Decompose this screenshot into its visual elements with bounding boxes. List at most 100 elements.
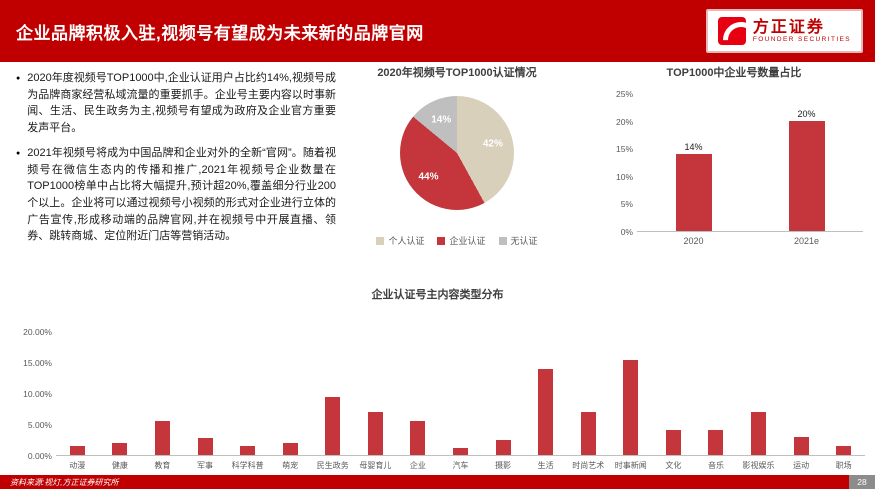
legend-label: 个人认证 bbox=[388, 236, 425, 246]
category-label: 企业 bbox=[409, 461, 426, 470]
content-type-chart-title: 企业认证号主内容类型分布 bbox=[371, 289, 504, 301]
category-label: 2021e bbox=[793, 236, 820, 246]
bar-value-label: 20% bbox=[797, 109, 816, 120]
bullet-item: ● 2020年度视频号TOP1000中,企业认证用户占比约14%,视频号成为品牌… bbox=[16, 70, 336, 137]
bullet-list: ● 2020年度视频号TOP1000中,企业认证用户占比约14%,视频号成为品牌… bbox=[16, 70, 336, 253]
bar bbox=[580, 411, 596, 455]
header-bar: 企业品牌积极入驻,视频号有望成为未来新的品牌官网 方正证券 FOUNDER SE… bbox=[0, 0, 875, 62]
legend-label: 企业认证 bbox=[449, 236, 486, 246]
category-label: 职场 bbox=[835, 461, 852, 470]
bar bbox=[452, 447, 468, 455]
bar-column bbox=[354, 332, 397, 455]
bar-column bbox=[184, 332, 227, 455]
bar bbox=[495, 440, 511, 455]
category-label: 教育 bbox=[154, 461, 171, 470]
bar bbox=[665, 430, 681, 455]
legend-swatch-icon bbox=[498, 236, 507, 245]
bar bbox=[675, 154, 712, 231]
bar-chart: 25% 20% 15% 10% 5% 0% 14% 20% bbox=[605, 89, 863, 237]
x-axis-labels: 动漫 健康 教育 军事 科学科普 萌宠 民生政务 母婴育儿 企业 汽车 摄影 生活 时尚艺术 时事新闻 文化… bbox=[56, 460, 865, 471]
bullet-text: 2021年视频号将成为中国品牌和企业对外的全新“官网”。随着视频号在微信生态内的… bbox=[27, 146, 336, 243]
page-number: 28 bbox=[849, 475, 875, 489]
category-label: 科学科普 bbox=[231, 461, 264, 470]
bar bbox=[836, 446, 852, 455]
bar-column bbox=[822, 332, 865, 455]
y-tick-label: 5.00% bbox=[27, 420, 52, 430]
category-label: 摄影 bbox=[495, 461, 512, 470]
y-tick-label: 20.00% bbox=[23, 327, 52, 337]
y-tick-label: 0.00% bbox=[27, 451, 52, 461]
pie-slice-label: 44% bbox=[418, 171, 439, 183]
bar-column bbox=[311, 332, 354, 455]
pie-slice-label: 14% bbox=[431, 114, 452, 126]
founder-logo-icon bbox=[717, 17, 746, 45]
bar-column bbox=[397, 332, 440, 455]
bar-column bbox=[652, 332, 695, 455]
footer-bar: 资料来源:视灯,方正证券研究所 28 bbox=[0, 475, 875, 489]
bar-column bbox=[610, 332, 653, 455]
bullet-dot-icon: ● bbox=[16, 149, 21, 157]
bar bbox=[708, 430, 724, 455]
bullet-text: 2020年度视频号TOP1000中,企业认证用户占比约14%,视频号成为品牌商家… bbox=[27, 72, 336, 135]
category-label: 音乐 bbox=[707, 461, 724, 470]
category-label: 2020 bbox=[683, 236, 704, 246]
category-label: 军事 bbox=[197, 461, 214, 470]
founder-securities-logo: 方正证券 FOUNDER SECURITIES bbox=[705, 9, 863, 53]
y-axis: 25% 20% 15% 10% 5% 0% bbox=[605, 89, 637, 237]
category-label: 时尚艺术 bbox=[572, 461, 605, 470]
certification-pie-chart: 42% 44% 14% bbox=[400, 96, 514, 210]
bar bbox=[623, 359, 639, 455]
legend-swatch-icon bbox=[437, 236, 446, 245]
bullet-dot-icon: ● bbox=[16, 75, 21, 82]
bar bbox=[325, 396, 341, 455]
bar-column bbox=[141, 332, 184, 455]
y-tick-label: 20% bbox=[615, 116, 633, 127]
x-axis-labels: 2020 2021e bbox=[637, 236, 863, 246]
category-label: 汽车 bbox=[452, 461, 469, 470]
category-label: 时事新闻 bbox=[614, 461, 647, 470]
bar-column bbox=[226, 332, 269, 455]
y-axis: 20.00% 15.00% 10.00% 5.00% 0.00% bbox=[10, 327, 56, 461]
category-label: 母婴育儿 bbox=[359, 461, 392, 470]
category-label: 生活 bbox=[537, 461, 554, 470]
bar-value-label: 14% bbox=[684, 142, 703, 153]
logo-text: 方正证券 FOUNDER SECURITIES bbox=[753, 19, 851, 44]
category-label: 健康 bbox=[111, 461, 128, 470]
bar-column bbox=[56, 332, 99, 455]
plot-area bbox=[56, 332, 865, 456]
bullet-item: ● 2021年视频号将成为中国品牌和企业对外的全新“官网”。随着视频号在微信生态… bbox=[16, 145, 336, 245]
bar bbox=[112, 442, 128, 455]
logo-cn-name: 方正证券 bbox=[752, 18, 825, 36]
legend-item: 企业认证 bbox=[437, 234, 486, 247]
category-label: 文化 bbox=[665, 461, 682, 470]
legend-swatch-icon bbox=[376, 236, 385, 245]
bar-column bbox=[567, 332, 610, 455]
y-tick-label: 5% bbox=[620, 199, 633, 210]
pie-chart-section: 2020年视频号TOP1000认证情况 42% 44% 14% 个人认证 企业认证 无认… bbox=[342, 64, 572, 247]
bar bbox=[367, 411, 383, 455]
bar-chart-title: TOP1000中企业号数量占比 bbox=[666, 67, 802, 79]
bar bbox=[410, 421, 426, 455]
bar bbox=[154, 421, 170, 455]
bar-column bbox=[269, 332, 312, 455]
bar bbox=[788, 121, 825, 231]
pie-legend: 个人认证 企业认证 无认证 bbox=[342, 234, 572, 247]
bar-column bbox=[737, 332, 780, 455]
legend-label: 无认证 bbox=[510, 236, 538, 246]
bar bbox=[282, 442, 298, 455]
y-tick-label: 10% bbox=[615, 171, 633, 182]
bar-column bbox=[524, 332, 567, 455]
page-title: 企业品牌积极入驻,视频号有望成为未来新的品牌官网 bbox=[16, 23, 424, 43]
content-type-chart: 20.00% 15.00% 10.00% 5.00% 0.00% bbox=[10, 327, 865, 461]
bar bbox=[751, 411, 767, 455]
category-label: 动漫 bbox=[69, 461, 86, 470]
bar bbox=[197, 437, 213, 455]
y-tick-label: 10.00% bbox=[23, 389, 52, 399]
category-label: 萌宠 bbox=[282, 461, 299, 470]
bar-column: 14% bbox=[637, 94, 750, 231]
y-tick-label: 15.00% bbox=[23, 358, 52, 368]
category-label: 影视娱乐 bbox=[742, 461, 775, 470]
y-tick-label: 25% bbox=[615, 89, 633, 99]
bar bbox=[538, 368, 554, 455]
